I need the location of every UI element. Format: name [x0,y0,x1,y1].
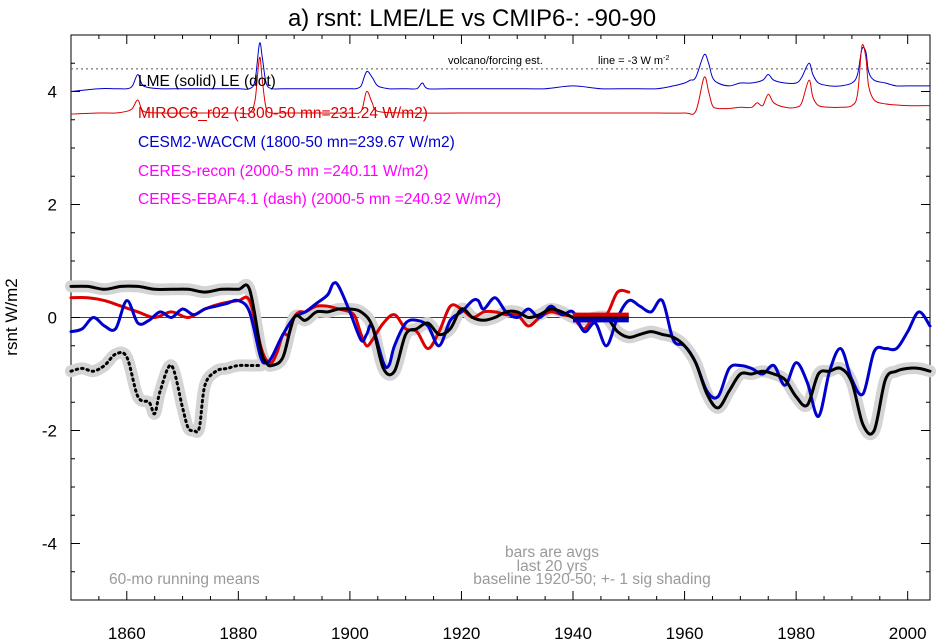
series-line-cesm2-waccm [69,281,932,418]
x-tick-label: 1880 [219,624,257,641]
series-line-miroc6-r02 [69,288,631,365]
annotation-line-scale-sup: -2 [663,55,669,62]
legend: LME (solid) LE (dot) MIROC6_r02 (1800-50… [138,73,501,208]
chart-title: a) rsnt: LME/LE vs CMIP6-: -90-90 [288,5,656,32]
legend-entry-miroc6: MIROC6_r02 (1800-50 mn=231.24 W/m2) [138,105,428,122]
series-volcano-blue [70,42,930,92]
plot-area: 1860 1880 1900 1920 1940 1960 1980 2000 -4 -2 0 2 4 [42,34,936,641]
x-tick-label: 1900 [331,624,369,641]
y-tick-label: -2 [42,422,57,441]
x-tick-label: 1980 [777,624,815,641]
series-volcano-red [70,44,931,115]
x-tick-label: 1960 [666,624,704,641]
annotations: volcano/forcing est. line = -3 W m-2 60-… [109,55,711,588]
y-tick-label: 0 [48,309,57,328]
legend-entry-ceres-recon: CERES-recon (2000-5 mn =240.11 W/m2) [138,163,428,180]
sigma-shading [65,346,267,438]
legend-entry-lme: LME (solid) LE (dot) [138,73,276,90]
x-tick-label: 1860 [108,624,146,641]
x-tick-label: 1920 [443,624,481,641]
y-tick-label: 2 [48,196,57,215]
annotation-line-scale-text: line = -3 W m [598,55,663,67]
annotation-line-scale: line = -3 W m-2 [598,55,669,67]
annotation-baseline: baseline 1920-50; +- 1 sig shading [473,571,710,588]
y-axis-label: rsnt W/m2 [2,278,21,355]
legend-entry-cesm2: CESM2-WACCM (1800-50 mn=239.67 W/m2) [138,134,455,151]
annotation-volcano: volcano/forcing est. [448,55,543,67]
y-tick-label: 4 [48,83,57,102]
series-line-le [69,350,263,434]
x-tick-label: 1940 [554,624,592,641]
x-tick-label: 2000 [889,624,927,641]
y-tick-label: -4 [42,535,57,554]
legend-entry-ceres-ebaf: CERES-EBAF4.1 (dash) (2000-5 mn =240.92 … [138,191,501,208]
annotation-bars-1: bars are avgs [505,544,599,561]
annotation-running-means: 60-mo running means [109,571,260,588]
annotation-bars-2: last 20 yrs [517,558,588,575]
series-line-lme [69,283,932,436]
